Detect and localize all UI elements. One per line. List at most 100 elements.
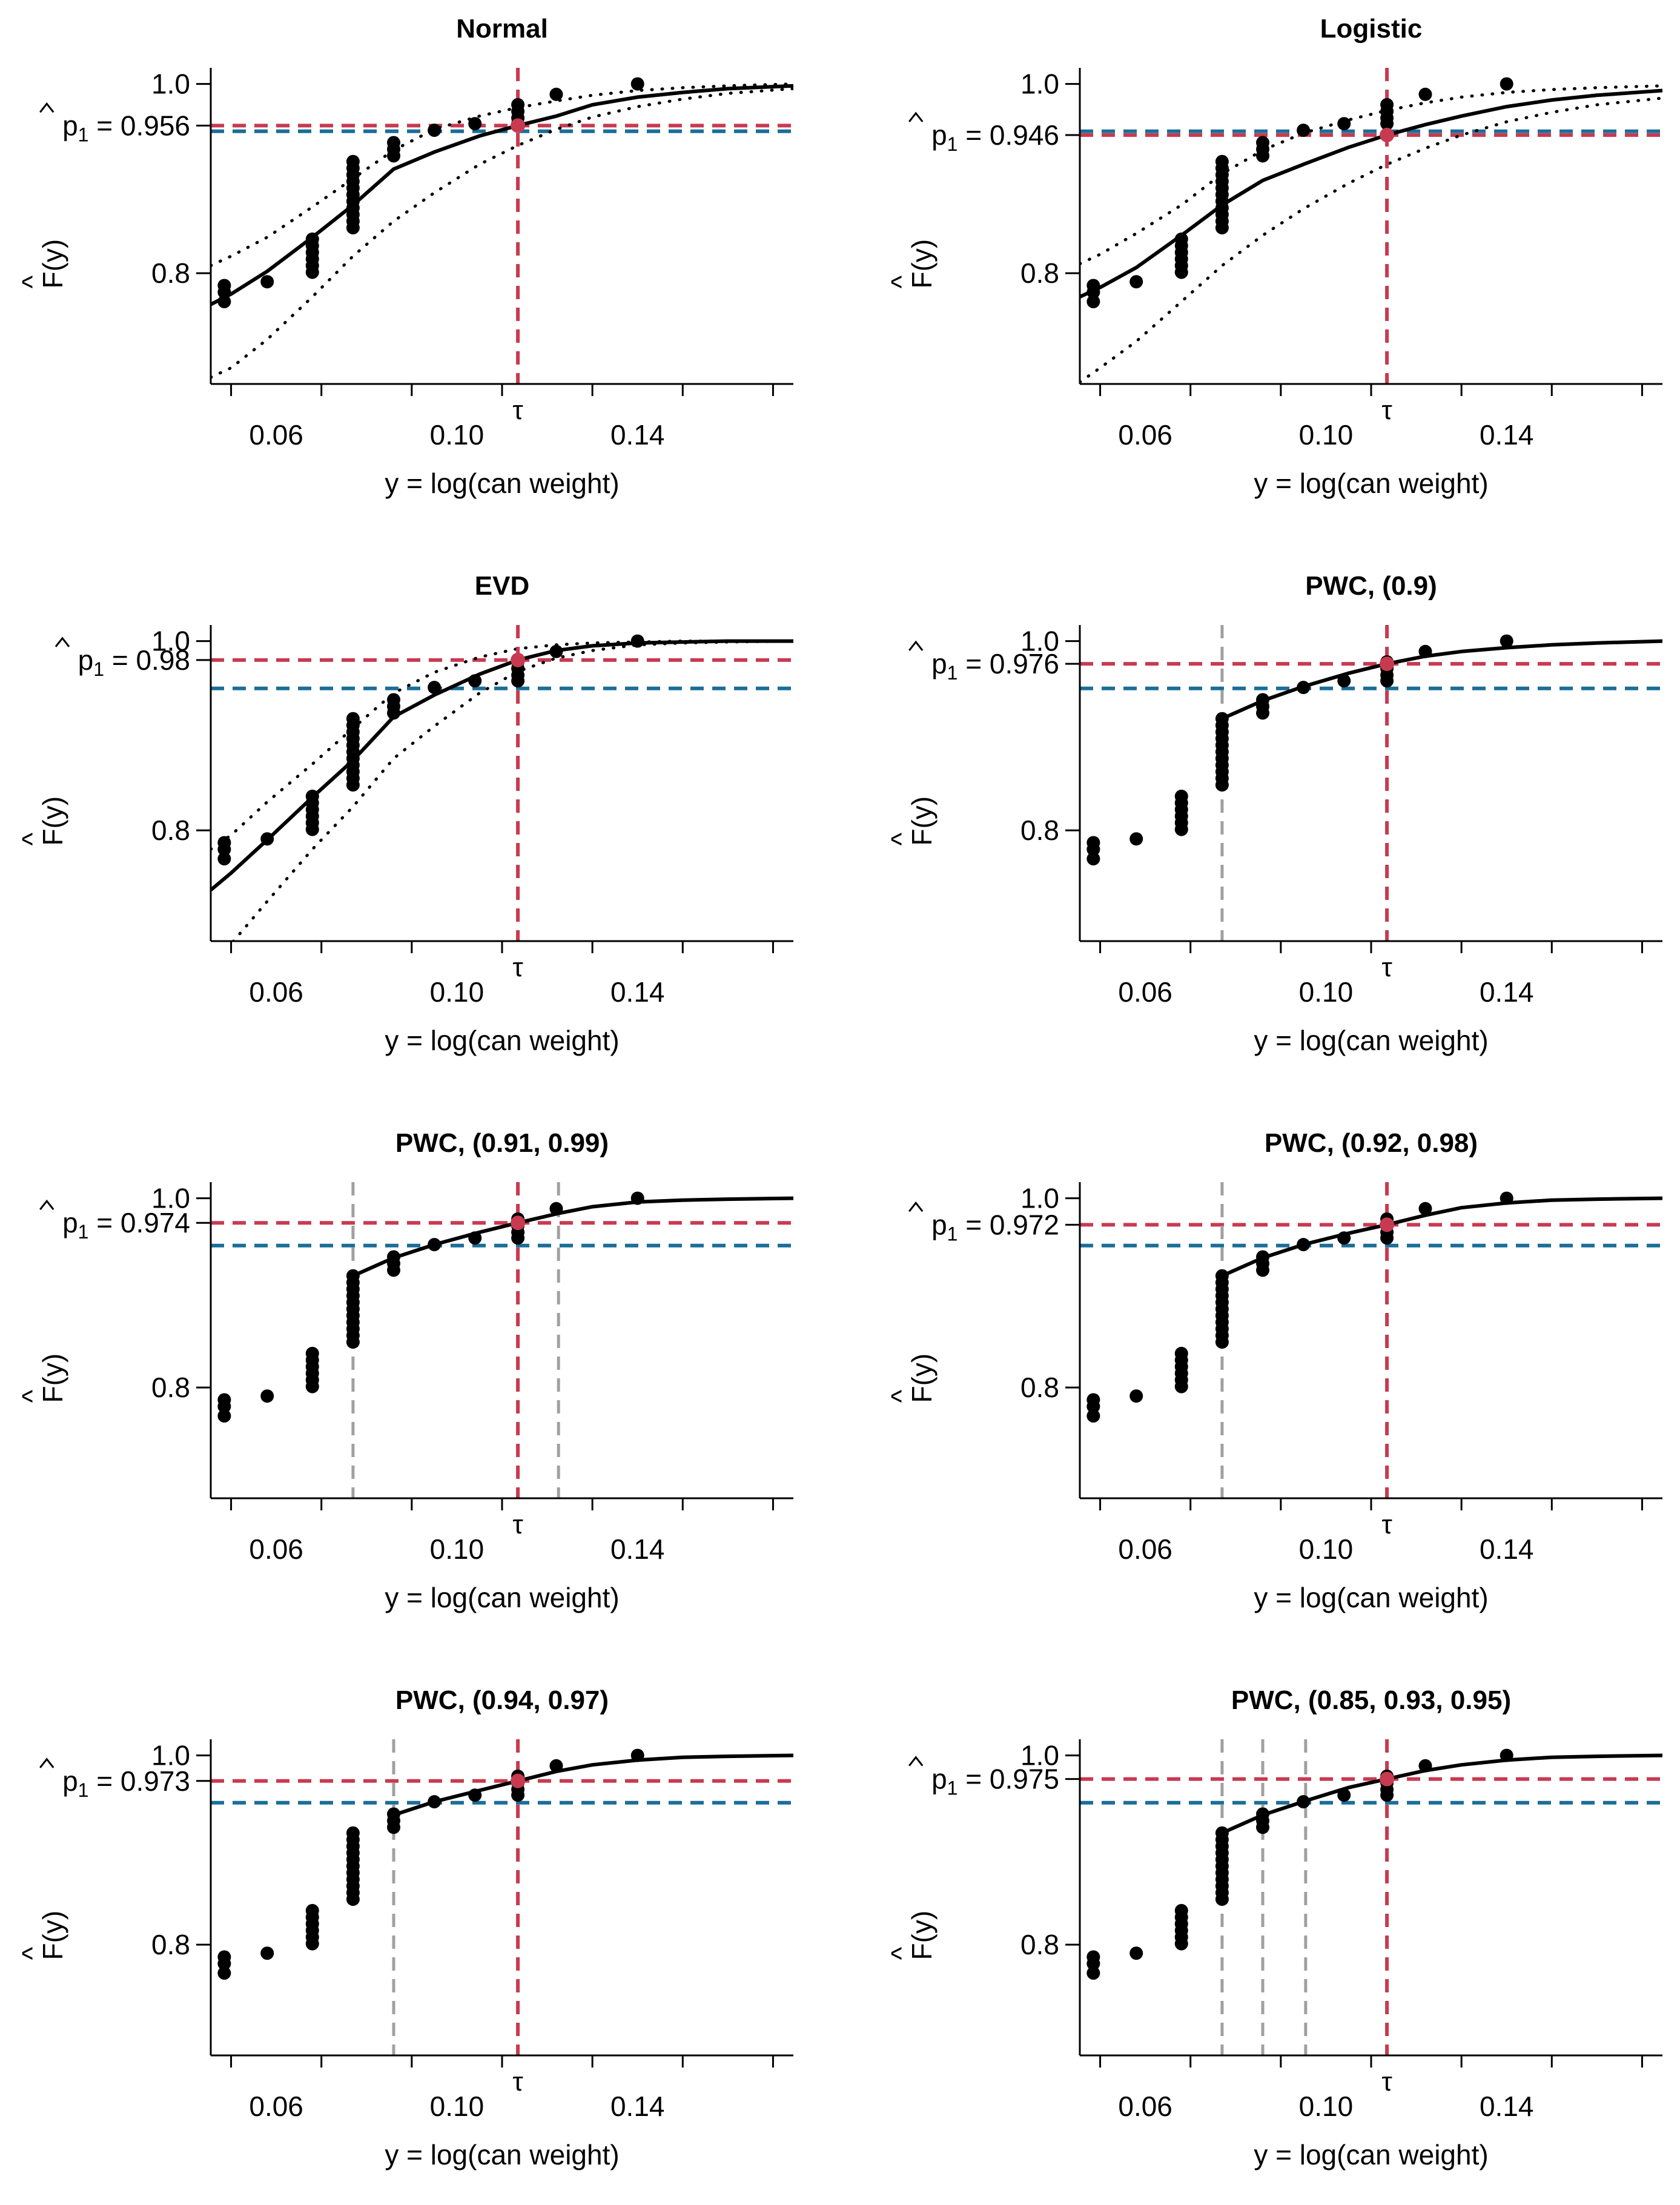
p-hat-subscript: 1 [947, 1777, 958, 1799]
panel-title: Logistic [1320, 14, 1423, 44]
data-point [549, 1759, 563, 1773]
tau-p-hat-point [511, 1773, 526, 1788]
tau-label: τ [1381, 2067, 1392, 2097]
data-point [1380, 98, 1394, 111]
y-tick-label: 0.8 [151, 257, 190, 289]
y-axis-label-hat: ^ [885, 1946, 917, 1960]
data-point [549, 1202, 563, 1215]
y-axis-label: F(y) [906, 239, 938, 289]
x-tick-label: 0.10 [430, 419, 484, 451]
x-tick-label: 0.10 [1299, 2091, 1354, 2122]
fit-curve-line [1080, 88, 1662, 299]
data-point [1500, 634, 1513, 648]
data-point [387, 136, 401, 150]
x-tick-label: 0.14 [610, 1533, 665, 1565]
x-tick-label: 0.06 [249, 1533, 303, 1565]
chart-panel-8: PWC, (0.85, 0.93, 0.95) 0.06 0.10 0.14 0.8 1.… [885, 1685, 1662, 2170]
data-point [1297, 681, 1311, 695]
x-tick-label: 0.14 [610, 976, 665, 1008]
tau-label: τ [512, 2067, 523, 2097]
x-axis-label: y = log(can weight) [385, 2139, 619, 2170]
p-hat-label: p1 = 0.973 [62, 1765, 190, 1801]
data-point [1297, 124, 1311, 137]
data-point [1215, 1269, 1229, 1283]
x-axis-label: y = log(can weight) [1254, 1025, 1488, 1056]
fit-curve-line [393, 1753, 793, 1817]
data-point [428, 1238, 441, 1252]
p-hat-label: p1 = 0.946 [931, 119, 1059, 155]
p-hat-value: = 0.972 [957, 1209, 1059, 1240]
y-axis-label: F(y) [906, 1911, 938, 1960]
data-point [387, 1250, 401, 1264]
x-tick-label: 0.10 [430, 2091, 484, 2122]
y-tick-label: 0.8 [1020, 815, 1059, 846]
data-point [1256, 1250, 1270, 1264]
data-point [1418, 1759, 1432, 1773]
x-tick-label: 0.14 [610, 2091, 665, 2122]
data-point [217, 279, 231, 293]
data-point [387, 693, 401, 707]
data-point [217, 1966, 231, 1980]
upper-band-line [211, 82, 793, 268]
y-tick-label: 0.8 [151, 1929, 190, 1960]
y-tick-label: 1.0 [1020, 626, 1059, 657]
x-axis-label: y = log(can weight) [385, 1582, 619, 1613]
data-point [260, 832, 274, 846]
data-point [1086, 1409, 1100, 1423]
panel-title: PWC, (0.85, 0.93, 0.95) [1231, 1685, 1511, 1715]
p-hat-symbol: p [931, 648, 947, 679]
upper-band-line [211, 640, 793, 851]
data-point [217, 852, 231, 866]
plot-area [1080, 1739, 1662, 2055]
panel-title: PWC, (0.92, 0.98) [1265, 1128, 1478, 1158]
x-axis-label: y = log(can weight) [385, 1025, 619, 1056]
y-tick-label: 1.0 [1020, 1740, 1059, 1771]
p-hat-label: p1 = 0.975 [931, 1764, 1059, 1799]
tau-label: τ [512, 1510, 523, 1539]
y-axis-label: F(y) [37, 796, 68, 846]
p-hat-subscript: 1 [93, 658, 104, 680]
p-hat-subscript: 1 [78, 1221, 89, 1243]
data-point [1337, 674, 1351, 688]
data-point [1086, 1950, 1100, 1964]
x-axis-label: y = log(can weight) [1254, 468, 1488, 499]
x-tick-label: 0.10 [430, 976, 484, 1008]
x-axis-label: y = log(can weight) [385, 468, 619, 499]
x-tick-label: 0.10 [1299, 419, 1354, 451]
y-tick-label: 0.8 [1020, 1929, 1059, 1960]
x-tick-label: 0.06 [249, 419, 303, 451]
data-point [217, 836, 231, 850]
p-hat-caret [908, 640, 924, 652]
data-point [630, 77, 644, 91]
p-hat-value: = 0.956 [88, 110, 190, 141]
data-point [428, 1795, 441, 1809]
data-point [346, 154, 360, 168]
tau-label: τ [1381, 395, 1392, 425]
data-point [260, 1389, 274, 1403]
data-point [1129, 1389, 1143, 1403]
plot-area [211, 1182, 793, 1498]
data-point [260, 1946, 274, 1960]
p-hat-caret [908, 1201, 924, 1212]
p-hat-label: p1 = 0.98 [78, 644, 190, 680]
p-hat-subscript: 1 [78, 1779, 89, 1801]
y-axis-label-hat: ^ [16, 1389, 48, 1403]
x-tick-label: 0.10 [430, 1533, 484, 1565]
chart-panel-5: PWC, (0.91, 0.99)0.06 0.10 0.140.81.0p1 = … [16, 1128, 793, 1613]
data-point [1256, 1807, 1270, 1821]
p-hat-symbol: p [931, 1764, 947, 1795]
x-tick-label: 0.06 [1118, 976, 1172, 1008]
plot-area [211, 1739, 793, 2055]
plot-area [211, 68, 793, 384]
tau-p-hat-point [1380, 1771, 1395, 1787]
x-tick-label: 0.14 [1480, 1533, 1534, 1565]
y-axis-label-hat: ^ [16, 275, 48, 288]
tau-p-hat-point [511, 1215, 526, 1231]
data-point [1086, 1966, 1100, 1980]
panel-title: Normal [456, 14, 548, 44]
fit-curve-line [1221, 639, 1662, 721]
data-point [1215, 1826, 1229, 1840]
p-hat-symbol: p [931, 1209, 947, 1240]
y-axis-label-hat: ^ [16, 1946, 48, 1960]
